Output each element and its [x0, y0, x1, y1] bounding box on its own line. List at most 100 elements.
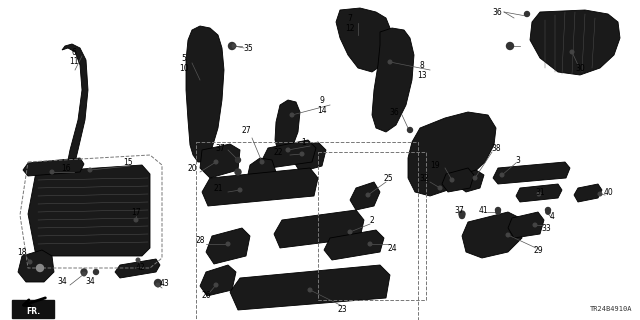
Circle shape [438, 186, 442, 190]
Text: 4: 4 [550, 212, 554, 220]
Polygon shape [275, 100, 300, 155]
Polygon shape [248, 158, 276, 182]
Circle shape [450, 178, 454, 182]
Polygon shape [350, 182, 380, 210]
Circle shape [93, 269, 99, 275]
Text: 26: 26 [201, 292, 211, 300]
Text: 42: 42 [135, 263, 145, 273]
Polygon shape [574, 184, 602, 202]
Text: 21: 21 [213, 183, 223, 193]
Circle shape [214, 283, 218, 287]
Circle shape [232, 44, 236, 48]
Circle shape [238, 188, 242, 192]
Polygon shape [458, 170, 484, 192]
Text: 17: 17 [131, 207, 141, 217]
Polygon shape [274, 210, 364, 248]
Polygon shape [62, 44, 88, 195]
Circle shape [496, 210, 500, 214]
Polygon shape [516, 184, 562, 202]
Circle shape [366, 193, 370, 197]
Text: 36: 36 [389, 108, 399, 116]
Text: 8: 8 [420, 60, 424, 69]
Circle shape [500, 173, 504, 177]
Circle shape [28, 260, 32, 264]
Circle shape [459, 211, 465, 217]
Polygon shape [23, 158, 84, 176]
Circle shape [495, 207, 500, 212]
Text: 9: 9 [319, 95, 324, 105]
Polygon shape [462, 212, 522, 258]
Circle shape [408, 127, 413, 132]
Circle shape [156, 283, 160, 287]
Text: 43: 43 [159, 279, 169, 289]
Circle shape [533, 223, 537, 227]
FancyBboxPatch shape [12, 300, 54, 318]
Text: TR24B4910A: TR24B4910A [589, 306, 632, 312]
Text: 40: 40 [603, 188, 613, 196]
Polygon shape [294, 142, 326, 172]
Circle shape [50, 170, 54, 174]
Text: 11: 11 [69, 57, 79, 66]
Polygon shape [115, 259, 160, 278]
Text: 34: 34 [57, 277, 67, 286]
Circle shape [300, 152, 304, 156]
Text: 19: 19 [430, 161, 440, 170]
Circle shape [460, 213, 465, 219]
Text: 35: 35 [243, 44, 253, 52]
Circle shape [546, 210, 550, 214]
Polygon shape [493, 162, 570, 184]
Text: 29: 29 [533, 245, 543, 254]
Text: 30: 30 [575, 63, 585, 73]
Circle shape [226, 242, 230, 246]
Polygon shape [202, 168, 318, 206]
Text: 10: 10 [179, 63, 189, 73]
Circle shape [134, 218, 138, 222]
Polygon shape [530, 10, 620, 75]
Polygon shape [200, 265, 236, 296]
Bar [318, 152, 426, 300]
Text: 37: 37 [215, 143, 225, 153]
Text: 18: 18 [17, 247, 27, 257]
Polygon shape [230, 265, 390, 310]
Circle shape [154, 279, 161, 286]
Text: 22: 22 [273, 148, 283, 156]
Text: 7: 7 [348, 13, 353, 22]
Circle shape [525, 12, 529, 17]
Circle shape [570, 50, 574, 54]
Circle shape [598, 192, 602, 196]
Text: 14: 14 [317, 106, 327, 115]
Text: 3: 3 [516, 156, 520, 164]
Text: 27: 27 [241, 125, 251, 134]
Polygon shape [336, 8, 390, 72]
Text: 24: 24 [387, 244, 397, 252]
Polygon shape [408, 112, 496, 196]
Polygon shape [28, 165, 150, 256]
Circle shape [290, 113, 294, 117]
Polygon shape [324, 230, 384, 260]
Text: 6: 6 [72, 47, 76, 57]
Circle shape [82, 272, 86, 276]
Circle shape [136, 258, 140, 262]
Text: 2: 2 [370, 215, 374, 225]
Text: 41: 41 [478, 205, 488, 214]
Text: 33: 33 [541, 223, 551, 233]
Text: 5: 5 [182, 53, 186, 62]
Polygon shape [200, 144, 240, 178]
Text: 15: 15 [123, 157, 133, 166]
Circle shape [260, 160, 264, 164]
Text: 23: 23 [337, 306, 347, 315]
Text: 34: 34 [85, 277, 95, 286]
Text: 16: 16 [61, 164, 71, 172]
Text: 25: 25 [383, 173, 393, 182]
Circle shape [214, 160, 218, 164]
Bar [196, 142, 418, 320]
Circle shape [506, 233, 510, 237]
Text: 31: 31 [535, 188, 545, 196]
Polygon shape [442, 168, 474, 192]
Polygon shape [206, 228, 250, 264]
Text: 13: 13 [417, 70, 427, 79]
Circle shape [368, 242, 372, 246]
Text: 37: 37 [454, 205, 464, 214]
Text: 28: 28 [195, 236, 205, 244]
Text: 12: 12 [345, 23, 355, 33]
